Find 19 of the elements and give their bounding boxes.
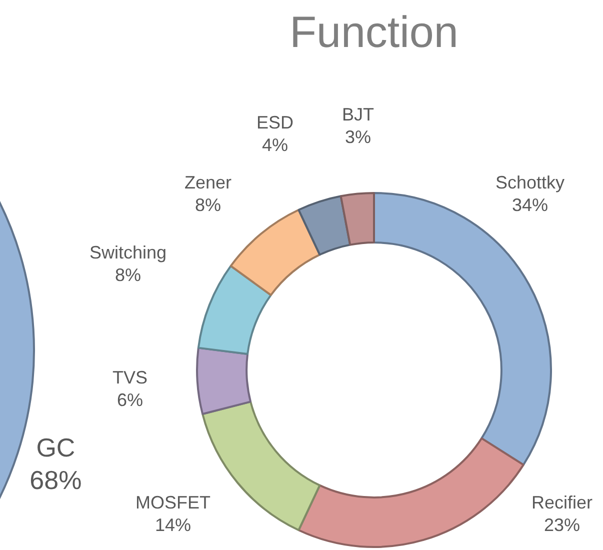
data-label: 68% — [30, 464, 82, 495]
slice-label: BJT — [342, 104, 374, 125]
chart-title: Function — [290, 8, 458, 58]
slice-label: ESD — [256, 112, 294, 133]
slice-label: TVS — [112, 368, 148, 388]
slice-label: MOSFET — [136, 492, 210, 513]
slice-label: Schottky — [495, 172, 565, 193]
slice-label: Recifier — [531, 492, 593, 513]
slice-label: Zener — [184, 172, 232, 193]
data-label: 34% — [512, 195, 548, 216]
data-label: 8% — [114, 265, 142, 286]
data-label: 23% — [544, 515, 580, 536]
slice-label: Switching — [89, 242, 167, 263]
data-label: 6% — [116, 390, 144, 410]
data-label: 3% — [344, 127, 372, 148]
data-label: 14% — [154, 515, 192, 536]
data-label: 8% — [194, 195, 222, 216]
slice-label: GC — [36, 432, 76, 462]
data-label: 4% — [262, 135, 288, 156]
